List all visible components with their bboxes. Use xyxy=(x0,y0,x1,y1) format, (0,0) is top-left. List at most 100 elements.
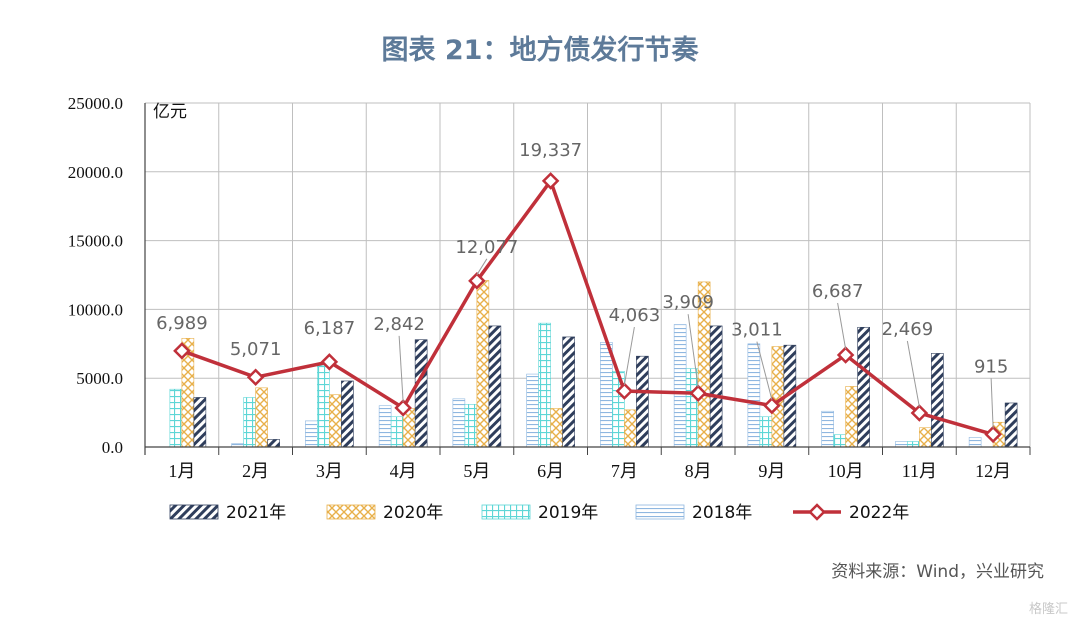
y-tick-label: 10000.0 xyxy=(68,300,123,319)
bar-2020年 xyxy=(919,427,932,448)
bar-2018年 xyxy=(673,324,687,448)
bar-2020年 xyxy=(550,408,563,448)
y-tick-label: 25000.0 xyxy=(68,94,123,113)
data-label-2022: 4,063 xyxy=(609,305,661,326)
x-category-label: 8月 xyxy=(685,461,712,481)
bar-2021年 xyxy=(636,355,649,448)
bar-2019年 xyxy=(538,322,551,448)
data-label-leader xyxy=(837,302,847,350)
line-marker-2022 xyxy=(689,384,707,402)
x-category-label: 10月 xyxy=(828,461,864,481)
line-marker-2022 xyxy=(541,172,560,190)
bar-2021年 xyxy=(857,326,870,448)
bar-2020年 xyxy=(255,387,268,448)
line-marker-2022 xyxy=(173,342,191,360)
x-category-label: 12月 xyxy=(975,461,1011,481)
data-label-2022: 3,011 xyxy=(731,320,783,341)
legend-label: 2019年 xyxy=(538,503,598,523)
data-label-2022: 12,077 xyxy=(455,237,518,258)
bar-2021年 xyxy=(341,380,354,448)
chart-title: 图表 21：地方债发行节奏 xyxy=(381,35,699,66)
source-note: 资料来源：Wind，兴业研究 xyxy=(831,562,1044,582)
bar-2018年 xyxy=(968,437,982,448)
x-category-label: 7月 xyxy=(611,461,638,481)
line-marker-2022 xyxy=(320,353,339,371)
data-label-2022: 6,187 xyxy=(304,318,356,339)
bar-2018年 xyxy=(747,343,761,448)
legend-swatch-2021年 xyxy=(169,504,219,520)
bar-2019年 xyxy=(833,434,846,448)
line-marker-2022 xyxy=(763,396,781,415)
data-label-leader xyxy=(906,340,920,408)
legend-label: 2022年 xyxy=(849,503,909,523)
bar-2019年 xyxy=(685,368,699,448)
line-marker-2022 xyxy=(394,399,412,417)
x-category-label: 3月 xyxy=(316,461,343,481)
axis-layer: 0.0 5000.0 10000.0 15000.0 20000.0 25000.0 亿元 1… xyxy=(68,94,1031,481)
line-marker-2022 xyxy=(615,382,634,400)
watermark-text: 格隆汇 xyxy=(1028,602,1068,617)
data-label-2022: 19,337 xyxy=(519,140,582,161)
bar-2019年 xyxy=(907,441,920,448)
bar-2019年 xyxy=(464,404,478,448)
grid-layer xyxy=(144,102,1031,448)
bar-2021年 xyxy=(709,325,723,448)
bar-2020年 xyxy=(476,280,490,448)
data-label-2022: 915 xyxy=(974,356,1008,377)
legend-swatch-2018年 xyxy=(635,504,685,520)
data-label-2022: 2,469 xyxy=(882,319,934,340)
bar-2018年 xyxy=(452,398,466,448)
data-label-leader xyxy=(623,327,635,386)
bar-2018年 xyxy=(526,373,539,448)
legend-swatch-2019年 xyxy=(481,504,531,520)
line-marker-2022 xyxy=(246,368,265,386)
x-category-label: 6月 xyxy=(537,461,564,481)
bars-layer xyxy=(169,280,1018,448)
line-marker-2022 xyxy=(468,272,486,290)
y-tick-label: 5000.0 xyxy=(76,369,123,388)
bar-2019年 xyxy=(390,416,404,448)
x-category-label: 4月 xyxy=(390,461,417,481)
legend-label: 2021年 xyxy=(226,503,286,523)
bar-2019年 xyxy=(243,397,256,448)
data-label-2022: 6,989 xyxy=(156,313,208,334)
line-layer xyxy=(173,172,1002,444)
data-label-leader xyxy=(990,378,994,429)
bar-2020年 xyxy=(845,386,858,448)
line-series-2022 xyxy=(181,179,994,437)
bar-2021年 xyxy=(193,397,207,448)
y-tick-label: 15000.0 xyxy=(68,232,123,251)
data-label-2022: 6,687 xyxy=(812,281,864,302)
data-label-leader xyxy=(476,258,488,276)
bar-2021年 xyxy=(1004,402,1018,448)
line-marker-2022 xyxy=(984,425,1002,444)
x-category-label: 9月 xyxy=(758,461,785,481)
y-tick-label: 0.0 xyxy=(102,438,123,457)
bar-2018年 xyxy=(600,342,613,448)
bar-2021年 xyxy=(931,353,944,448)
bar-2018年 xyxy=(821,410,834,448)
bar-2021年 xyxy=(267,439,280,448)
bar-2019年 xyxy=(317,365,330,448)
data-label-2022: 2,842 xyxy=(373,314,425,335)
x-category-label: 1月 xyxy=(168,461,195,481)
y-tick-label: 20000.0 xyxy=(68,163,123,182)
bar-2018年 xyxy=(378,405,392,448)
x-category-label: 2月 xyxy=(242,461,269,481)
legend-label: 2018年 xyxy=(692,503,752,523)
legend-layer: 2021年 2020年 2019年 2018年 2022年 xyxy=(169,503,909,523)
bar-2020年 xyxy=(329,394,342,448)
bar-2020年 xyxy=(624,409,637,448)
bar-2019年 xyxy=(169,388,183,448)
y-unit-label: 亿元 xyxy=(153,102,187,122)
x-category-label: 11月 xyxy=(902,461,937,481)
bar-2018年 xyxy=(895,441,908,448)
line-marker-2022 xyxy=(910,404,929,422)
line-marker-2022 xyxy=(836,346,855,364)
bar-2021年 xyxy=(414,339,428,448)
legend-swatch-2020年 xyxy=(326,504,376,520)
data-label-2022: 5,071 xyxy=(230,339,282,360)
legend-label: 2020年 xyxy=(383,503,443,523)
labels-layer: 6,989 5,071 6,187 2,842 12,077 19,337 4,0633,9… xyxy=(156,140,1008,429)
data-label-leader xyxy=(687,314,699,388)
